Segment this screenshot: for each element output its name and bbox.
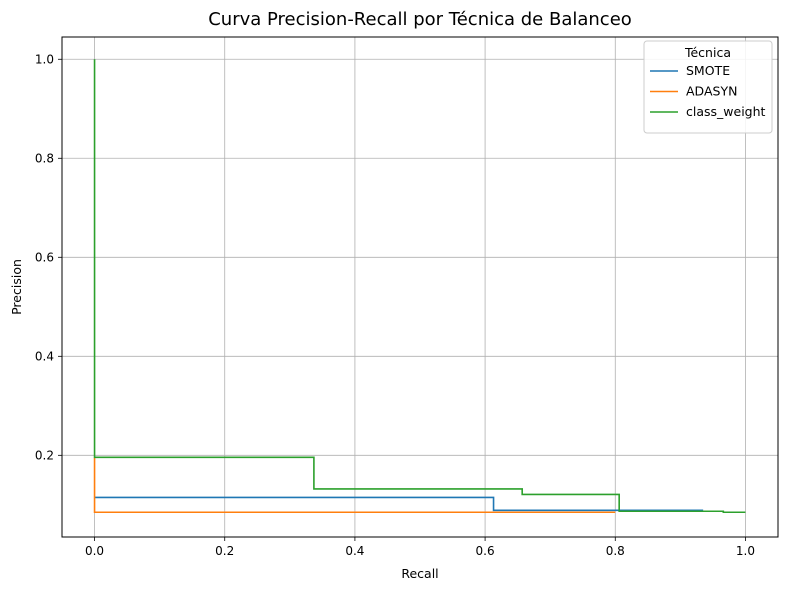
plot-frame (61, 36, 779, 538)
x-tick-label: 0.0 (85, 544, 104, 558)
legend: Técnica SMOTE ADASYN class_weight (643, 40, 773, 134)
series-line-adasyn (93, 457, 616, 514)
x-tick-label: 1.0 (736, 544, 755, 558)
legend-title: Técnica (684, 45, 731, 60)
series-line-smote (94, 496, 704, 512)
y-tick-label: 0.4 (35, 349, 54, 363)
chart-title: Curva Precision-Recall por Técnica de Ba… (208, 9, 632, 30)
legend-box (643, 40, 773, 134)
y-axis-label: Precision (9, 259, 24, 315)
legend-entry-label: class_weight (686, 104, 766, 119)
legend-entry-label: ADASYN (686, 84, 737, 99)
axis-ticks: 0.0 0.2 0.4 0.6 0.8 1.0 0.2 0.4 0.6 0.8 1.0 (35, 52, 755, 558)
x-tick-label: 0.8 (606, 544, 625, 558)
x-tick-label: 0.2 (215, 544, 234, 558)
series-line-class-weight (93, 59, 746, 514)
y-tick-label: 0.6 (35, 250, 54, 264)
x-tick-label: 0.4 (345, 544, 364, 558)
y-tick-label: 0.8 (35, 151, 54, 165)
x-tick-label: 0.6 (476, 544, 495, 558)
y-tick-label: 0.2 (35, 448, 54, 462)
y-tick-label: 1.0 (35, 52, 54, 66)
legend-entry-label: SMOTE (686, 63, 730, 78)
x-axis-label: Recall (401, 566, 438, 581)
series-lines (93, 59, 746, 514)
